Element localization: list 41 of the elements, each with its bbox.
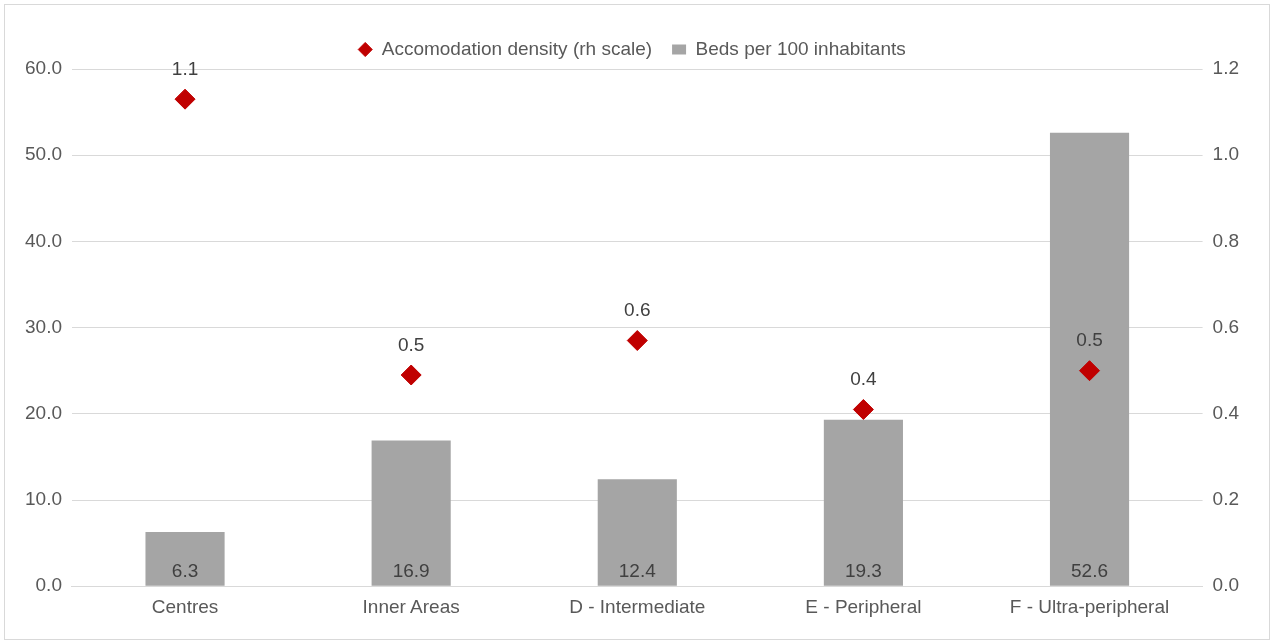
y-tick-label: 10.0 bbox=[25, 488, 62, 510]
y2-tick-label: 1.2 bbox=[1212, 57, 1240, 79]
y2-tick-label: 0.8 bbox=[1212, 229, 1240, 251]
data-label: 12.4 bbox=[618, 560, 657, 582]
y2-tick-label: 1.0 bbox=[1212, 143, 1240, 165]
point bbox=[174, 88, 196, 110]
point bbox=[1079, 360, 1101, 382]
point bbox=[626, 330, 648, 352]
x-tick-label: D - Intermediate bbox=[569, 595, 706, 617]
data-label: 0.5 bbox=[397, 333, 425, 355]
y-tick-label: 50.0 bbox=[25, 143, 62, 165]
data-label: 0.5 bbox=[1076, 329, 1103, 351]
data-label: 19.3 bbox=[844, 560, 882, 582]
data-label: 52.6 bbox=[1071, 560, 1109, 582]
y-tick-label: 40.0 bbox=[25, 229, 62, 251]
data-label: 16.9 bbox=[392, 560, 430, 582]
y-tick-label: 60.0 bbox=[25, 57, 62, 79]
x-tick-label: E - Peripheral bbox=[805, 595, 922, 617]
legend-label: Beds per 100 inhabitants bbox=[695, 37, 906, 59]
data-label: 6.3 bbox=[171, 560, 199, 582]
y-tick-label: 0.0 bbox=[35, 574, 62, 596]
data-label: 1.1 bbox=[171, 57, 199, 79]
data-label: 0.4 bbox=[850, 368, 878, 390]
x-tick-label: Inner Areas bbox=[362, 595, 460, 617]
y2-tick-label: 0.4 bbox=[1212, 402, 1240, 424]
x-tick-label: Centres bbox=[151, 595, 219, 617]
legend-label: Accomodation density (rh scale) bbox=[381, 37, 653, 59]
x-tick-label: F - Ultra-peripheral bbox=[1009, 595, 1170, 617]
point bbox=[400, 364, 422, 386]
bar bbox=[597, 479, 677, 586]
bar bbox=[371, 440, 451, 586]
bar bbox=[823, 419, 903, 586]
y-tick-label: 30.0 bbox=[25, 315, 62, 337]
bar bbox=[1049, 132, 1130, 586]
y2-tick-label: 0.6 bbox=[1212, 315, 1240, 337]
y2-tick-label: 0.0 bbox=[1212, 574, 1240, 596]
bar bbox=[145, 531, 225, 586]
y-tick-label: 20.0 bbox=[25, 402, 62, 424]
y2-tick-label: 0.2 bbox=[1212, 488, 1240, 510]
data-label: 0.6 bbox=[624, 299, 651, 321]
point bbox=[852, 398, 874, 420]
